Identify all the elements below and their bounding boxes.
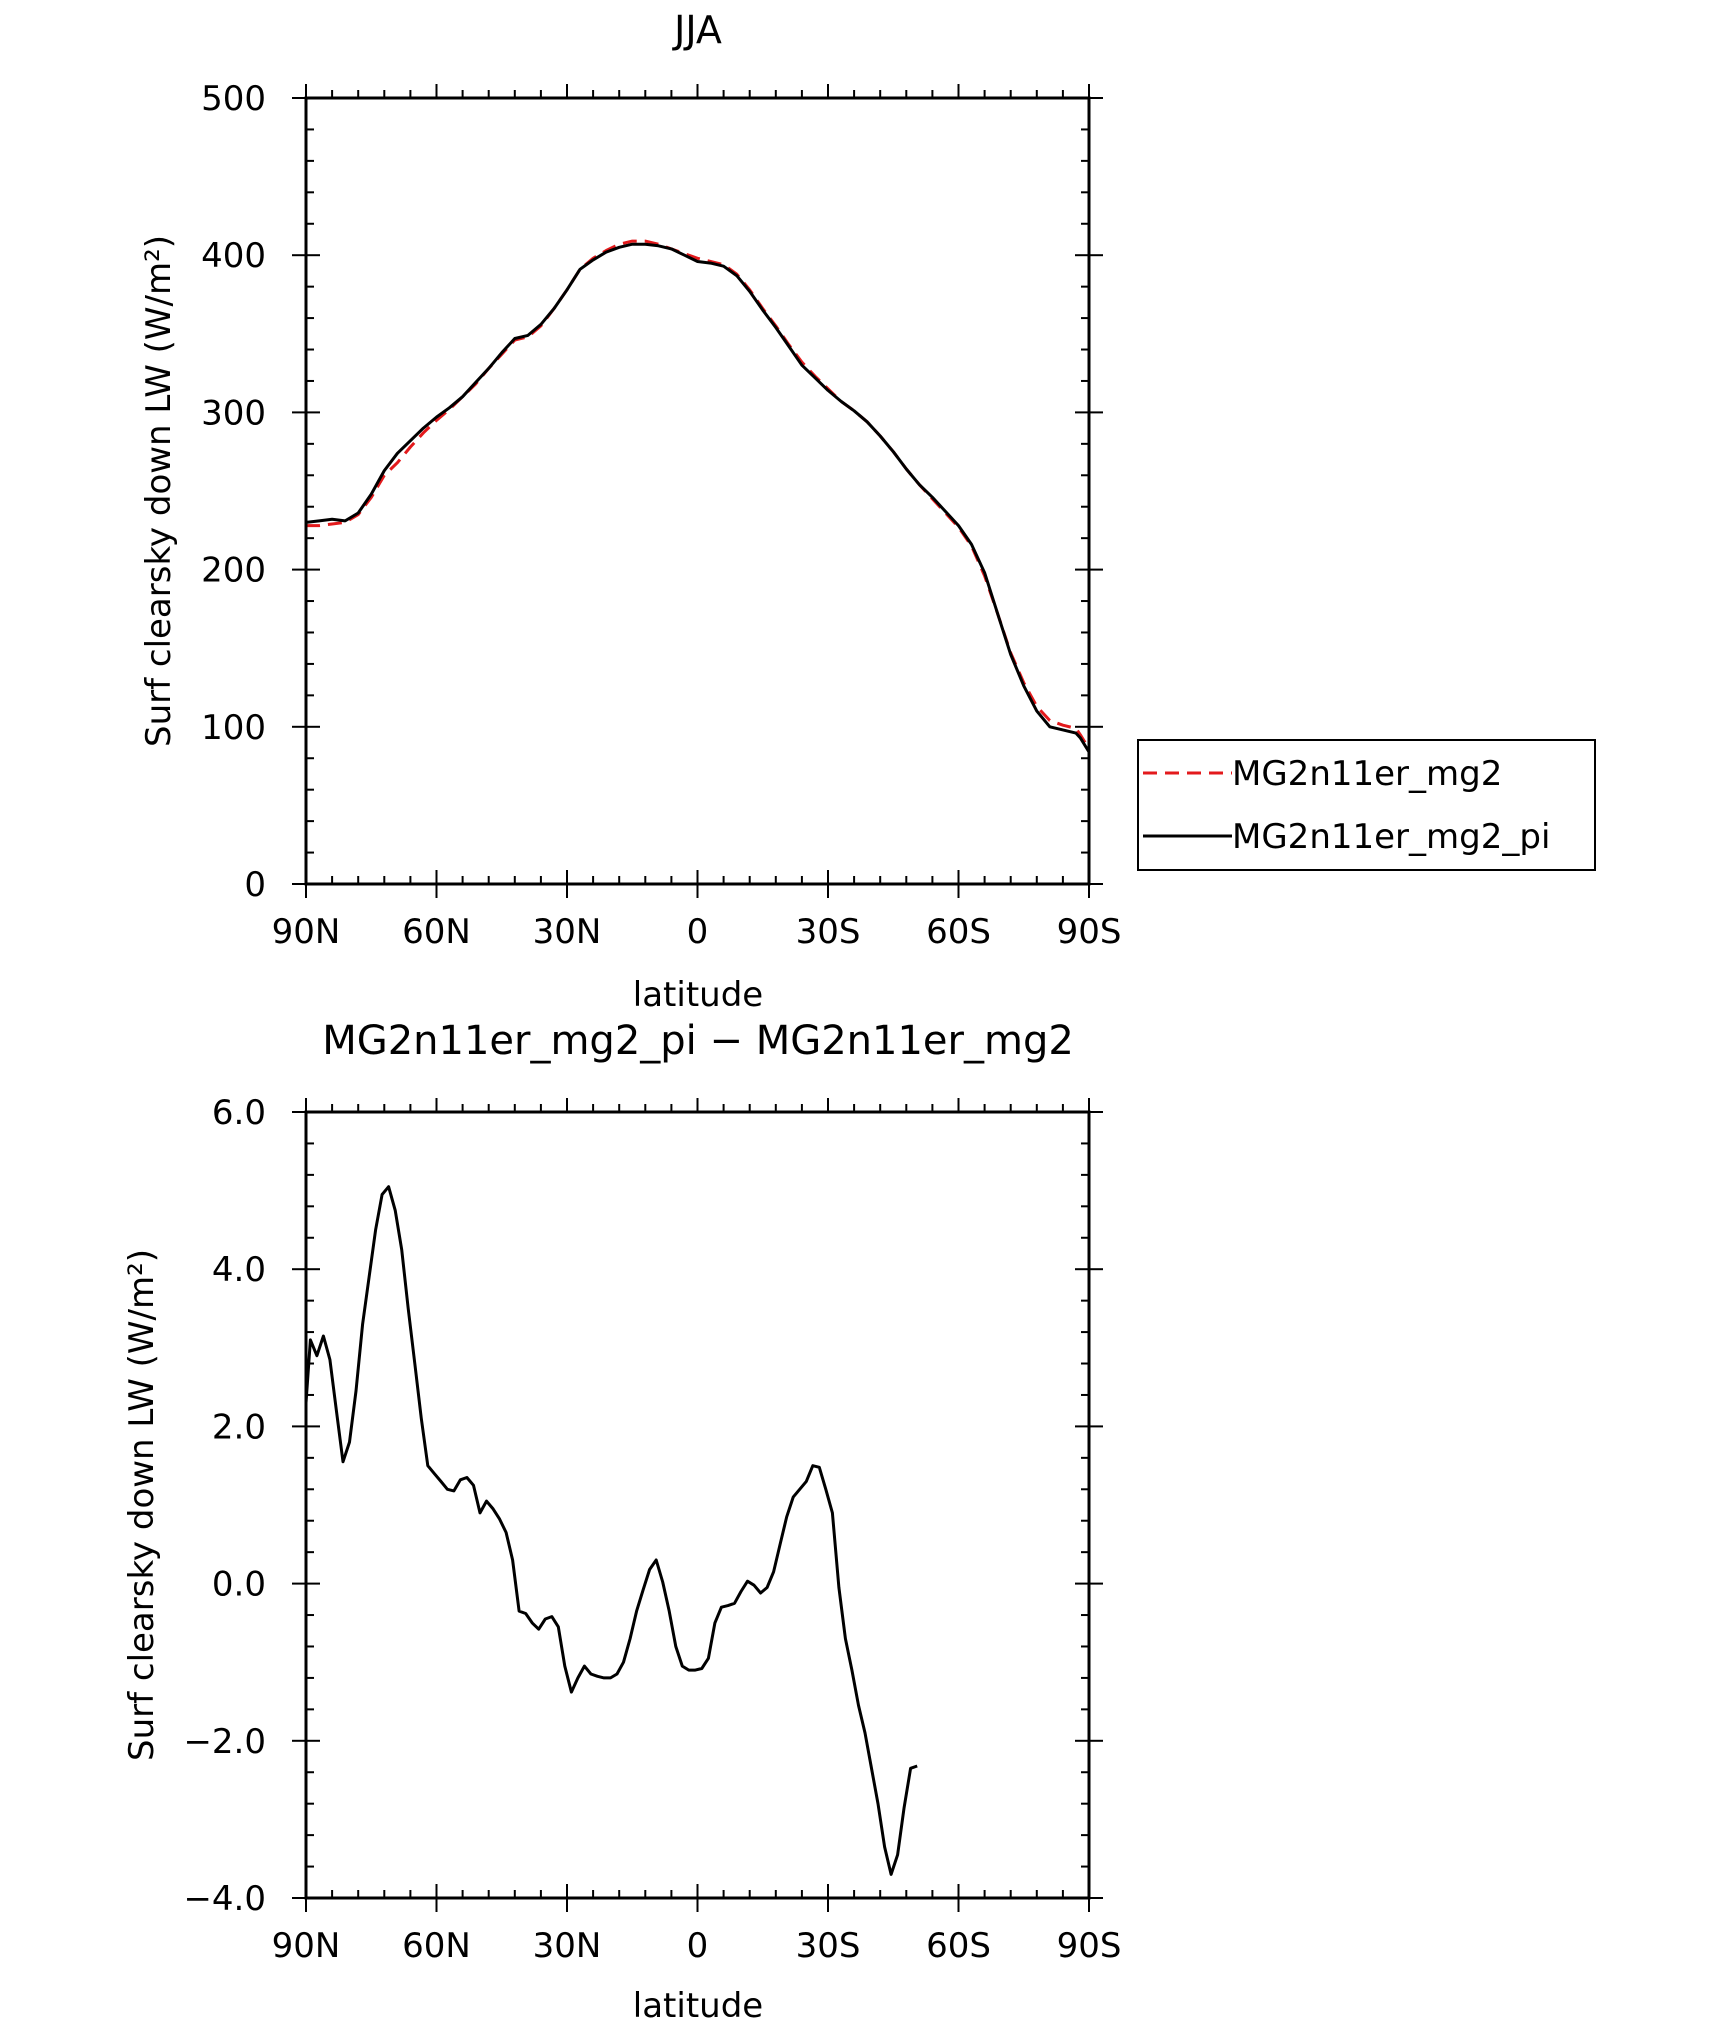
top-plot-frame — [304, 96, 1091, 886]
legend-label-mg2: MG2n11er_mg2 — [1232, 754, 1502, 794]
top-x-tick-label: 30S — [796, 912, 861, 952]
top-series-line-1 — [306, 242, 1089, 755]
bottom-plot-frame — [304, 1110, 1091, 1900]
top-x-tick-label: 90N — [272, 912, 341, 952]
bottom-x-tick-label: 60N — [402, 1926, 471, 1966]
bottom-y-tick-label: −4.0 — [183, 1879, 266, 1919]
bottom-y-tick-label: 0.0 — [212, 1565, 266, 1605]
top-series-line-0 — [306, 239, 1089, 751]
bottom-x-tick-labels: 90N 60N 30N 0 30S 60S 90S — [272, 1926, 1122, 1966]
bottom-y-tick-labels: −4.0 −2.0 0.0 2.0 4.0 6.0 — [183, 1093, 266, 1919]
legend-label-mg2-pi: MG2n11er_mg2_pi — [1232, 817, 1550, 857]
bottom-series-line-0 — [306, 1185, 918, 1876]
top-y-tick-labels: 0 100 200 300 400 500 — [201, 79, 266, 905]
bottom-y-tick-label: 4.0 — [212, 1250, 266, 1290]
bottom-x-tick-label: 30N — [533, 1926, 602, 1966]
top-y-tick-label: 400 — [201, 236, 266, 276]
bottom-x-tick-label: 30S — [796, 1926, 861, 1966]
top-y-axis-label: Surf clearsky down LW (W/m²) — [139, 235, 179, 747]
top-y-tick-label: 0 — [244, 865, 266, 905]
top-y-tick-label: 500 — [201, 79, 266, 119]
bottom-series-lines — [306, 1185, 918, 1876]
top-y-tick-label: 100 — [201, 708, 266, 748]
legend: MG2n11er_mg2 MG2n11er_mg2_pi — [1137, 739, 1596, 871]
top-chart-title: JJA — [672, 8, 722, 52]
bottom-chart-title: MG2n11er_mg2_pi − MG2n11er_mg2 — [322, 1018, 1074, 1064]
bottom-x-tick-label: 90N — [272, 1926, 341, 1966]
top-x-tick-label: 60S — [926, 912, 991, 952]
bottom-x-tick-label: 0 — [687, 1926, 709, 1966]
bottom-y-axis-label: Surf clearsky down LW (W/m²) — [122, 1249, 162, 1761]
bottom-x-axis-label: latitude — [633, 1986, 763, 2021]
bottom-axis-ticks — [292, 1098, 1103, 1912]
bottom-panel: MG2n11er_mg2_pi − MG2n11er_mg2 −4.0 −2.0 0… — [122, 1018, 1121, 2021]
bottom-y-tick-label: 2.0 — [212, 1407, 266, 1447]
top-x-axis-label: latitude — [633, 975, 763, 1015]
top-axis-ticks — [292, 84, 1103, 898]
top-y-tick-label: 200 — [201, 551, 266, 591]
legend-box — [1137, 739, 1596, 871]
top-x-tick-label: 60N — [402, 912, 471, 952]
top-x-tick-labels: 90N 60N 30N 0 30S 60S 90S — [272, 912, 1122, 952]
top-y-tick-label: 300 — [201, 393, 266, 433]
top-panel: JJA 0 100 200 300 400 500 90N 60N 30N 0 30S 60S 90S… — [139, 8, 1121, 1015]
top-x-tick-label: 90S — [1057, 912, 1122, 952]
top-x-tick-label: 0 — [687, 912, 709, 952]
bottom-x-tick-label: 60S — [926, 1926, 991, 1966]
top-series-lines — [306, 239, 1089, 755]
bottom-y-tick-label: −2.0 — [183, 1722, 266, 1762]
bottom-y-tick-label: 6.0 — [212, 1093, 266, 1133]
bottom-x-tick-label: 90S — [1057, 1926, 1122, 1966]
top-x-tick-label: 30N — [533, 912, 602, 952]
